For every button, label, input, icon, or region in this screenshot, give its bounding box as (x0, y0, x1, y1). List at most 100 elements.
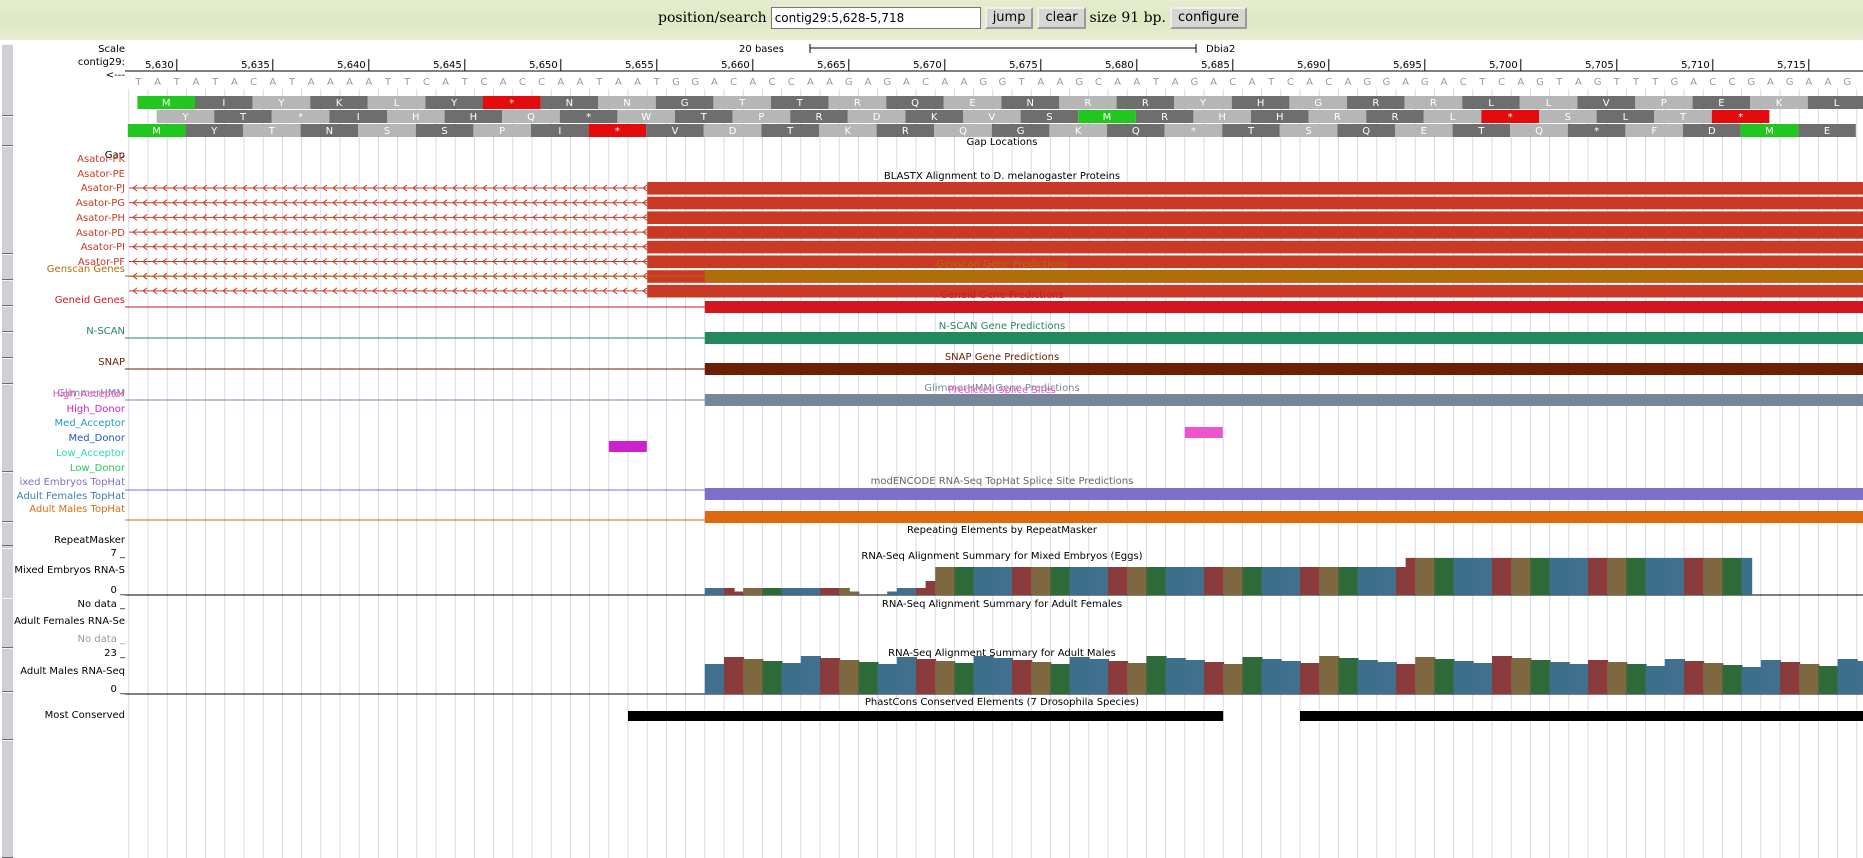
strand-arrow (402, 243, 408, 251)
amino-acid-letter: Q (959, 126, 967, 137)
amino-acid-letter: T (796, 98, 804, 109)
track-config-button[interactable] (2, 548, 13, 604)
strand-arrow (142, 199, 148, 207)
track-config-button[interactable] (2, 692, 13, 740)
base-letter: C (423, 77, 430, 88)
strand-arrow (592, 214, 598, 221)
track-config-button[interactable] (2, 598, 13, 648)
base-letter: A (1114, 77, 1121, 88)
ruler-tick-label: 5,665 (817, 60, 846, 71)
coverage-bar (743, 588, 754, 595)
coverage-bar (1453, 557, 1465, 595)
strand-arrow (332, 243, 338, 251)
strand-arrow (192, 243, 198, 251)
strand-arrow (202, 228, 208, 236)
base-letter: C (519, 77, 526, 88)
strand-arrow (472, 287, 478, 295)
track-config-button[interactable] (2, 146, 13, 254)
strand-arrow (412, 228, 418, 236)
coverage-bar (1607, 662, 1628, 694)
track-config-button[interactable] (2, 522, 13, 546)
coverage-bar (791, 588, 802, 595)
track-config-button[interactable] (2, 306, 13, 332)
tophat-row-label: Adult Males TopHat (29, 504, 125, 515)
strand-arrow (272, 228, 278, 236)
track-config-button[interactable] (2, 358, 13, 384)
track-config-button[interactable] (2, 254, 13, 280)
strand-arrow (522, 258, 528, 265)
base-letter: A (1805, 77, 1812, 88)
base-letter: G (999, 77, 1007, 88)
strand-arrow (232, 243, 238, 251)
configure-button[interactable]: configure (1169, 6, 1248, 29)
coverage-bar (1597, 557, 1609, 595)
position-search-input[interactable] (770, 6, 981, 29)
strand-arrow (162, 199, 168, 207)
ruler-tick-label: 5,710 (1681, 60, 1710, 71)
track-config-button[interactable] (2, 116, 13, 146)
strand-arrow (132, 287, 138, 295)
amino-acid-cell (646, 124, 704, 137)
strand-arrow (142, 214, 148, 221)
coverage-bar (1626, 664, 1647, 694)
strand-arrow (422, 258, 428, 265)
coverage-bar (839, 588, 850, 595)
track-config-button[interactable] (2, 44, 13, 116)
ruler-tick-label: 5,715 (1777, 60, 1806, 71)
strand-arrow (412, 258, 418, 265)
strand-arrow (262, 184, 268, 192)
amino-acid-letter: G (1314, 98, 1322, 109)
coverage-bar (1367, 567, 1378, 595)
track-config-button[interactable] (2, 280, 13, 306)
clear-button[interactable]: clear (1037, 6, 1086, 29)
strand-arrow (552, 243, 558, 251)
amino-acid-letter: R (816, 112, 823, 123)
gene-track-title: Genscan Gene Predictions (936, 259, 1067, 270)
strand-arrow (232, 184, 238, 192)
strand-arrow (532, 199, 538, 207)
strand-arrow (612, 258, 618, 265)
amino-acid-cell (1807, 96, 1863, 109)
strand-arrow (352, 287, 358, 295)
genome-browser-image: Scale contig29: <--- Gap Asator-PK Asator-PE A… (0, 44, 1863, 858)
coverage-bar (1204, 662, 1225, 694)
coverage-bar (1242, 657, 1263, 694)
track-config-button[interactable] (2, 384, 13, 472)
jump-button[interactable]: jump (984, 6, 1034, 29)
strand-arrow (562, 228, 568, 236)
strand-arrow (202, 199, 208, 207)
amino-acid-letter: K (1776, 98, 1783, 109)
amino-acid-letter: T (268, 126, 276, 137)
strand-arrow (422, 228, 428, 236)
amino-acid-cell (1481, 110, 1539, 123)
tophat-block (704, 488, 1863, 500)
track-config-button[interactable] (2, 648, 13, 692)
amino-acid-cell (1750, 96, 1808, 109)
coverage-bar (935, 661, 956, 694)
strand-arrow (622, 228, 628, 236)
amino-acid-letter: T (1247, 126, 1255, 137)
coverage-bar (1655, 557, 1666, 595)
track-config-button[interactable] (2, 472, 13, 522)
strand-arrow (552, 184, 558, 192)
strand-arrow (142, 228, 148, 236)
strand-arrow (292, 258, 298, 265)
amino-acid-cell (1692, 96, 1751, 109)
strand-arrow (172, 287, 178, 295)
strand-arrow (452, 199, 458, 207)
strand-arrow (162, 184, 168, 192)
base-letter: C (788, 77, 795, 88)
strand-arrow (362, 258, 368, 265)
strand-arrow (642, 243, 648, 251)
strand-arrow (562, 184, 568, 192)
strand-arrow (352, 228, 358, 236)
track-config-button[interactable] (2, 740, 13, 858)
amino-acid-cell (137, 96, 195, 109)
strand-arrow (632, 184, 638, 192)
amino-acid-cell (876, 124, 935, 137)
strand-arrow (192, 184, 198, 192)
track-config-button[interactable] (2, 332, 13, 358)
base-letter: C (538, 77, 545, 88)
amino-acid-cell (1452, 124, 1511, 137)
strand-arrow (312, 243, 318, 251)
